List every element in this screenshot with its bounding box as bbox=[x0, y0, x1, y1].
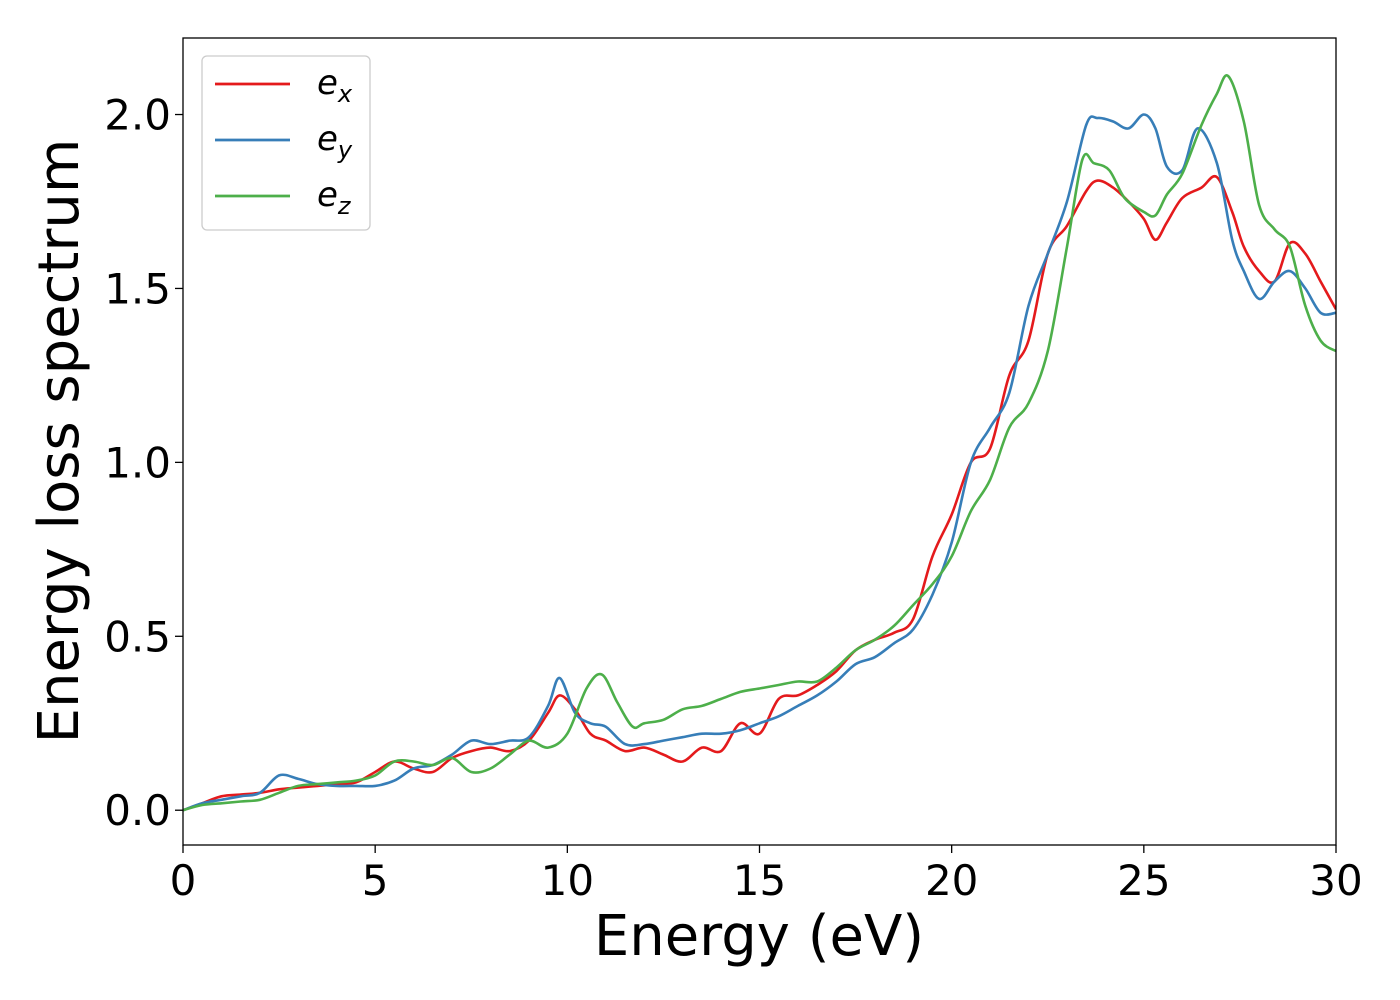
legend-label-y: ey bbox=[317, 119, 353, 164]
legend-label-x: ex bbox=[317, 63, 353, 108]
legend-box bbox=[201, 55, 371, 231]
x-tick-label: 25 bbox=[1117, 856, 1170, 905]
x-tick-label: 15 bbox=[733, 856, 786, 905]
y-tick-label: 0.5 bbox=[104, 612, 171, 661]
x-tick-label: 30 bbox=[1309, 856, 1362, 905]
series-line-y bbox=[183, 113, 1336, 812]
x-tick-label: 5 bbox=[362, 856, 389, 905]
x-axis-label: Energy (eV) bbox=[594, 904, 924, 969]
series-line-z bbox=[183, 74, 1336, 812]
y-tick-label: 1.5 bbox=[104, 264, 171, 313]
plot-background bbox=[183, 38, 1336, 845]
x-tick-label: 0 bbox=[170, 856, 197, 905]
y-tick-label: 2.0 bbox=[104, 91, 171, 140]
legend: ex ey ez bbox=[201, 55, 371, 231]
y-tick-label: 1.0 bbox=[104, 438, 171, 487]
series-layer bbox=[183, 74, 1336, 812]
y-axis-label: Energy loss spectrum bbox=[27, 139, 92, 744]
legend-label-z: ez bbox=[317, 175, 352, 220]
x-axis-ticks: 0 5 10 15 20 25 30 bbox=[170, 845, 1363, 905]
y-axis-ticks: 0.0 0.5 1.0 1.5 2.0 bbox=[104, 91, 183, 835]
x-tick-label: 10 bbox=[541, 856, 594, 905]
y-tick-label: 0.0 bbox=[104, 786, 171, 835]
x-tick-label: 20 bbox=[925, 856, 978, 905]
